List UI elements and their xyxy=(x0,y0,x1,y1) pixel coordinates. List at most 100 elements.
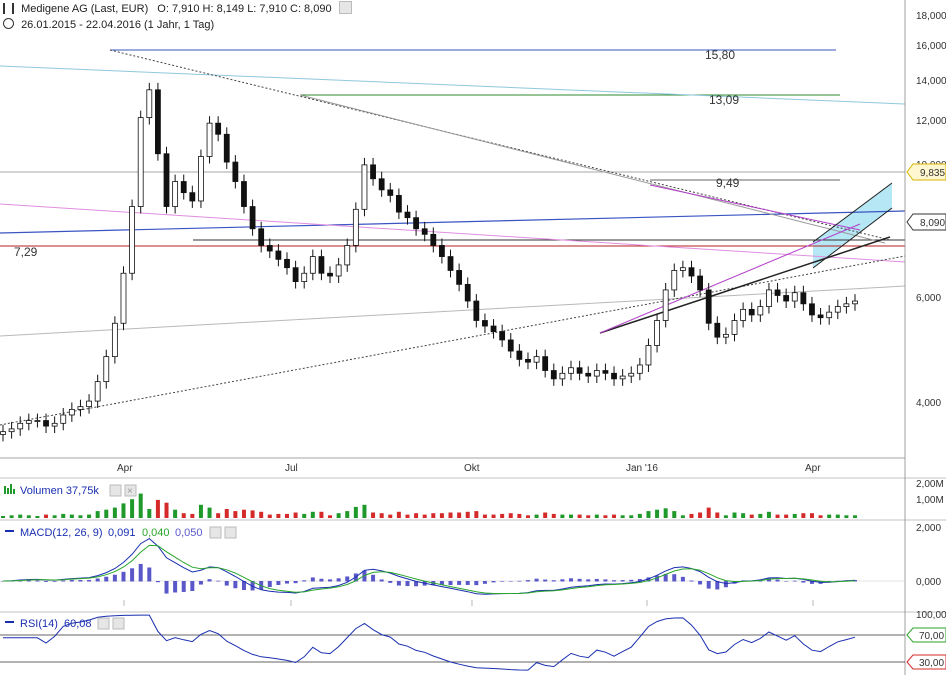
volume-close-icon[interactable] xyxy=(124,484,137,497)
rsi-settings-icon[interactable] xyxy=(97,617,110,630)
chart-header-range-row: 26.01.2015 - 22.04.2016 (1 Jahr, 1 Tag) xyxy=(3,18,214,31)
macd-close-icon[interactable] xyxy=(224,526,237,539)
candle-body xyxy=(723,333,729,338)
macd-histogram-bar xyxy=(69,579,74,582)
candle xyxy=(335,257,342,283)
volume-bar xyxy=(474,511,479,518)
header-settings-icon[interactable] xyxy=(338,1,352,14)
candle-body xyxy=(370,164,376,180)
rsi-legend: RSI(14) 60,08 xyxy=(5,617,125,630)
date-range: 26.01.2015 - 22.04.2016 (1 Jahr, 1 Tag) xyxy=(21,19,215,31)
candle xyxy=(361,157,368,217)
candle xyxy=(791,285,798,308)
macd-histogram-bar xyxy=(715,581,720,590)
macd-histogram-bar xyxy=(198,581,203,585)
candle-body xyxy=(809,303,815,316)
candle-body xyxy=(163,153,170,207)
volume-bar xyxy=(560,514,565,518)
volume-bar xyxy=(173,509,178,518)
candle-body xyxy=(602,370,609,374)
volume-bar xyxy=(689,513,694,518)
candle xyxy=(232,155,239,189)
macd-histogram-bar xyxy=(310,577,315,582)
volume-bar xyxy=(784,514,789,518)
candle-body xyxy=(516,350,523,360)
candle xyxy=(34,413,41,428)
volume-bar xyxy=(147,509,152,518)
volume-bar xyxy=(121,503,126,518)
candle xyxy=(94,374,101,409)
macd-settings-icon[interactable] xyxy=(209,526,222,539)
macd-histogram-bar xyxy=(517,580,522,582)
volume-bar xyxy=(112,507,117,518)
candle-body xyxy=(430,233,437,246)
candle-body xyxy=(439,245,445,257)
volume-icon-bar-2 xyxy=(7,488,9,494)
macd-histogram-bar xyxy=(285,581,289,584)
volume-bar xyxy=(586,515,591,518)
candle xyxy=(43,413,49,434)
macd-histogram-bar xyxy=(655,575,660,582)
volume-bar xyxy=(465,511,470,518)
macd-hist-value: 0,050 xyxy=(175,527,203,539)
volume-tick-1m: 1,00M xyxy=(916,495,944,506)
macd-line xyxy=(2,537,856,595)
volume-bar xyxy=(130,499,135,518)
candle xyxy=(206,116,213,164)
candle-icon xyxy=(3,3,14,14)
macd-histogram-bar xyxy=(336,578,341,582)
candle-body xyxy=(447,256,454,271)
price-tag-9835-label: 9,835 xyxy=(920,168,945,179)
y-tick-6: 6,000 xyxy=(916,293,941,304)
candle-body xyxy=(568,367,574,374)
candle-body xyxy=(628,372,635,377)
volume-bar xyxy=(293,512,298,518)
candle-body xyxy=(292,267,299,282)
volume-bar xyxy=(388,514,393,518)
macd-histogram-bar xyxy=(500,581,505,582)
volume-icon xyxy=(4,486,6,494)
volume-bar xyxy=(319,511,324,518)
candle xyxy=(17,416,24,436)
macd-histogram-bar xyxy=(78,580,83,582)
chart-title: Medigene AG (Last, EUR) xyxy=(21,3,149,15)
candle-body xyxy=(688,267,695,277)
candle-body xyxy=(525,359,531,363)
volume-settings-icon[interactable] xyxy=(109,484,122,497)
candle-body xyxy=(834,306,841,313)
candle-body xyxy=(679,267,686,271)
macd-histogram-bar xyxy=(775,579,780,582)
support-line-magenta xyxy=(599,223,861,334)
candle-body xyxy=(361,164,368,210)
volume-bar xyxy=(646,511,651,518)
price-axis-ticks: 18,000 16,000 14,000 12,000 10,000 6,000… xyxy=(916,11,946,409)
y-tick-12: 12,000 xyxy=(916,116,946,127)
candle xyxy=(258,221,265,253)
volume-bar xyxy=(620,515,625,518)
volume-bar xyxy=(715,512,720,518)
candle-body xyxy=(111,322,118,358)
volume-bar xyxy=(345,511,350,518)
candle-body xyxy=(387,189,394,196)
macd-histogram-bar xyxy=(26,580,31,582)
candle xyxy=(559,366,566,386)
volume-bar xyxy=(61,513,66,518)
candle-body xyxy=(17,422,24,430)
macd-histogram-bar xyxy=(680,576,685,582)
volume-bar xyxy=(267,514,272,518)
candle xyxy=(654,313,660,353)
price-tag-8090-label: 8,090 xyxy=(920,218,945,229)
rsi-tag-70 xyxy=(906,627,946,643)
volume-bar xyxy=(396,511,401,518)
candle xyxy=(68,402,75,422)
macd-signal-line xyxy=(2,544,856,594)
macd-histogram-bar xyxy=(302,580,307,582)
rsi-close-icon[interactable] xyxy=(112,617,125,630)
volume-bar xyxy=(741,513,746,518)
candle xyxy=(766,282,772,314)
macd-histogram-bar xyxy=(405,581,410,587)
macd-histogram-bar xyxy=(104,576,109,582)
candle-body xyxy=(714,322,721,338)
candle xyxy=(8,421,15,439)
